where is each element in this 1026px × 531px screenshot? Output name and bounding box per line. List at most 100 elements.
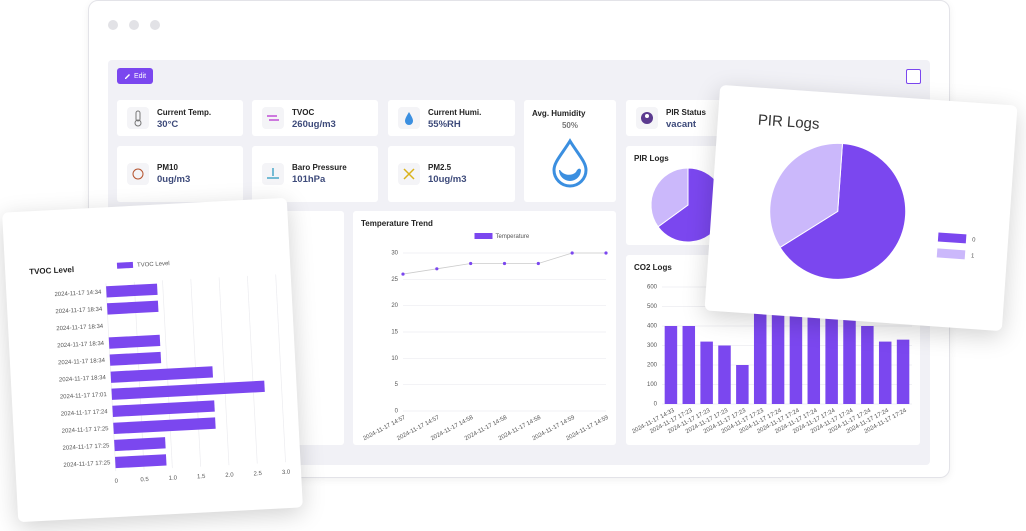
bar: [112, 400, 215, 417]
pie-slice: [650, 167, 689, 228]
stat-label: Current Temp.: [157, 108, 212, 117]
y-tick-label: 500: [647, 304, 658, 310]
icon: [641, 112, 653, 124]
bar: [736, 365, 749, 404]
y-tick-label: 2024-11-17 18:34: [59, 375, 107, 383]
stat-label: PM10: [157, 163, 178, 172]
stat-card: PM10 0ug/m3: [117, 146, 243, 202]
icon: [267, 115, 279, 121]
legend-label: TVOC Level: [137, 261, 170, 269]
y-tick-label: 2024-11-17 17:24: [61, 409, 109, 417]
edit-icon: [124, 73, 130, 79]
data-point: [435, 267, 439, 271]
x-tick-label: 1.0: [169, 475, 178, 481]
bar: [896, 339, 910, 404]
y-tick-label: 600: [647, 285, 658, 291]
edit-label: Edit: [133, 72, 147, 80]
y-tick-label: 2024-11-17 18:34: [57, 341, 105, 349]
bar: [807, 302, 821, 404]
bar: [115, 454, 167, 469]
pie-slice: [769, 142, 843, 249]
y-tick-label: 2024-11-17 18:34: [58, 358, 106, 366]
pie-chart: [650, 167, 726, 243]
data-point: [536, 261, 540, 266]
icon: [134, 110, 142, 127]
stat-value: vacant: [666, 119, 697, 130]
fullscreen-button[interactable]: [906, 69, 921, 84]
pie-chart: 01: [769, 142, 976, 280]
bar: [109, 351, 162, 366]
bar: [843, 306, 856, 404]
chart-title: Temperature Trend: [361, 219, 433, 228]
icon: [405, 112, 413, 125]
pm10-icon: [127, 163, 149, 185]
stat-label: Baro Pressure: [292, 163, 347, 172]
pir-icon: [636, 107, 658, 129]
stat-label: TVOC: [292, 108, 315, 117]
y-tick-label: 2024-11-17 18:34: [56, 324, 104, 332]
icon: [132, 168, 144, 180]
chart-title: PIR Logs: [634, 154, 669, 163]
stat-value: 10ug/m3: [428, 174, 467, 185]
bar: [771, 296, 785, 404]
grid-line: [275, 274, 286, 463]
x-tick-label: 0: [114, 479, 118, 485]
y-tick-label: 2024-11-17 17:25: [63, 460, 111, 468]
stat-card: PIR Status vacant: [626, 100, 722, 136]
y-tick-label: 0: [654, 402, 658, 408]
legend-swatch: [936, 248, 966, 260]
bar: [108, 334, 161, 349]
window-dot: [150, 20, 160, 30]
legend-label: 0: [972, 237, 976, 243]
stat-card: Baro Pressure 101hPa: [252, 146, 378, 202]
bar: [700, 341, 713, 404]
avg-humidity-card: Avg. Humidity 50%: [524, 100, 616, 202]
y-tick-label: 0: [395, 409, 399, 415]
x-tick-label: 2.5: [253, 471, 262, 477]
legend-swatch: [116, 261, 134, 269]
avg-humidity-label: Avg. Humidity: [532, 109, 586, 118]
edit-button[interactable]: Edit: [117, 68, 153, 84]
y-tick-label: 25: [391, 277, 398, 283]
stat-value: 30°C: [157, 119, 179, 130]
x-tick-label: 1.5: [197, 474, 206, 480]
legend-label: Temperature: [496, 234, 530, 240]
y-tick-label: 5: [395, 382, 399, 388]
grid-line: [247, 275, 258, 464]
stat-label: PIR Status: [666, 108, 707, 117]
x-tick-label: 0.5: [140, 477, 149, 483]
y-tick-label: 100: [647, 382, 658, 388]
grid-line: [218, 277, 230, 466]
icon: [403, 168, 415, 180]
x-tick-label: 2.0: [225, 472, 234, 478]
data-point: [401, 272, 405, 276]
stat-value: 0ug/m3: [157, 174, 191, 185]
stat-label: Current Humi.: [428, 108, 482, 117]
window-dot: [108, 20, 118, 30]
chart-title: CO2 Logs: [634, 263, 672, 272]
bar: [878, 341, 892, 404]
y-tick-label: 30: [391, 251, 398, 257]
y-tick-label: 2024-11-17 14:34: [54, 290, 102, 298]
thermometer-icon: [127, 107, 149, 129]
chart-card: Temperature Trend 0 5 10 15 20 25 30 2024-11-17…: [353, 211, 616, 445]
legend-label: 1: [971, 253, 975, 259]
y-tick-label: 2024-11-17 17:25: [62, 443, 110, 451]
bar: [664, 326, 678, 404]
floating-tvoc-card: TVOC Level 0 0.5 1.0 1.5 2.0 2.5 3.0 2024-11-17…: [2, 197, 303, 523]
bar: [789, 306, 803, 404]
data-point: [604, 251, 608, 255]
bar: [111, 380, 265, 400]
stat-value: 55%RH: [428, 119, 461, 130]
data-point: [469, 261, 473, 266]
y-tick-label: 15: [391, 330, 398, 336]
stat-card: TVOC 260ug/m3: [252, 100, 378, 136]
bar: [825, 304, 838, 404]
avg-humidity-value: 50%: [561, 121, 578, 130]
pressure-icon: [262, 163, 284, 185]
stat-card: PM2.5 10ug/m3: [388, 146, 515, 202]
